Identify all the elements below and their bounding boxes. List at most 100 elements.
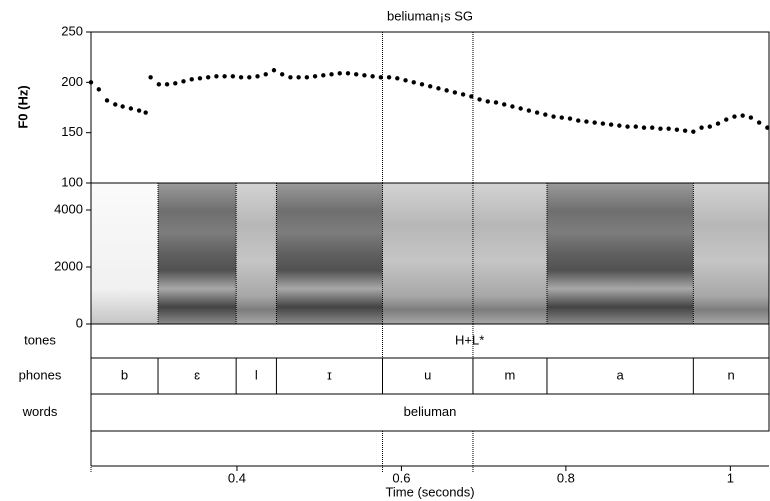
f0-point <box>148 75 153 80</box>
f0-point <box>156 82 162 87</box>
f0-point <box>502 102 507 107</box>
y-tick-label: 150 <box>61 124 83 139</box>
f0-point <box>551 114 556 119</box>
f0-point <box>650 125 655 130</box>
f0-point <box>271 68 277 73</box>
f0-point <box>411 80 416 85</box>
f0-point <box>345 71 351 76</box>
tier-row <box>90 323 770 359</box>
f0-point <box>608 122 614 127</box>
f0-point <box>756 120 762 125</box>
f0-point <box>666 126 671 131</box>
f0-point <box>444 88 449 93</box>
f0-point <box>715 121 721 126</box>
f0-point <box>136 108 142 113</box>
spectrogram-segment <box>693 183 769 324</box>
f0-point <box>748 115 754 120</box>
f0-point <box>88 80 94 85</box>
f0-point <box>104 98 110 103</box>
f0-point <box>337 71 342 76</box>
y-tick-label: 200 <box>61 74 83 89</box>
tier-name: words <box>22 404 58 419</box>
spectrogram-segment <box>91 183 159 324</box>
f0-point <box>403 78 408 83</box>
f0-point <box>534 110 540 115</box>
f0-point <box>263 72 268 77</box>
f0-point <box>419 82 425 87</box>
f0-point <box>143 110 148 115</box>
tier-name: phones <box>19 367 62 382</box>
f0-point <box>296 75 301 80</box>
f0-point <box>477 97 482 102</box>
f0-point <box>592 120 597 125</box>
y-tick-label: 4000 <box>54 201 83 216</box>
f0-point <box>395 76 400 81</box>
f0-point <box>181 79 186 84</box>
f0-point <box>321 73 326 78</box>
plot-area: 100 150 200 250 0 2000 4000 tones H+L* phones b ɛ l ɪ… <box>19 23 770 485</box>
f0-point <box>765 125 770 130</box>
f0-point <box>584 119 589 124</box>
interval-label: n <box>728 367 735 382</box>
f0-point <box>255 74 260 79</box>
f0-point <box>518 106 523 111</box>
f0-point <box>164 82 170 87</box>
spectrogram-segment <box>382 183 473 324</box>
f0-point <box>304 75 310 80</box>
interval-label: m <box>505 367 516 382</box>
spectrogram-segment <box>276 183 383 324</box>
f0-point <box>96 87 102 92</box>
f0-point <box>469 94 474 99</box>
f0-point <box>428 84 433 89</box>
f0-point <box>230 74 236 79</box>
f0-point <box>279 72 285 77</box>
f0-point <box>113 102 118 107</box>
f0-frame <box>90 31 770 184</box>
f0-point <box>353 72 359 77</box>
chart-title: beliuman¡s SG <box>387 8 473 23</box>
interval-label: l <box>255 367 258 382</box>
f0-point <box>197 76 203 81</box>
f0-point <box>732 114 737 119</box>
f0-point <box>707 124 712 129</box>
f0-point <box>691 129 696 134</box>
f0-point <box>658 126 663 131</box>
x-tick-label: 0.8 <box>557 470 575 485</box>
f0-point <box>120 104 125 109</box>
f0-point <box>436 86 441 91</box>
f0-point <box>617 123 622 128</box>
f0-point <box>699 125 704 130</box>
f0-point <box>682 128 688 133</box>
x-axis-label: Time (seconds) <box>385 484 474 499</box>
f0-point <box>485 99 490 104</box>
f0-point <box>205 75 211 80</box>
y-tick-label: 2000 <box>54 258 83 273</box>
y-axis-label: F0 (Hz) <box>15 85 30 128</box>
f0-point <box>386 75 392 80</box>
f0-point <box>576 118 581 123</box>
y-tick-label: 0 <box>76 315 83 330</box>
y-tick-label: 250 <box>61 23 83 38</box>
x-tick-label: 1 <box>727 470 734 485</box>
f0-point <box>633 124 638 129</box>
spectrogram-segment <box>158 183 237 324</box>
point-label: H+L* <box>455 332 484 347</box>
f0-point <box>128 106 134 111</box>
spectrogram-segment <box>236 183 277 324</box>
f0-point <box>641 125 647 130</box>
f0-point <box>559 115 564 120</box>
x-tick-label: 0.6 <box>392 470 410 485</box>
f0-point <box>510 104 515 109</box>
f0-point <box>173 81 178 86</box>
y-tick-label: 100 <box>61 174 83 189</box>
interval-label: b <box>121 367 128 382</box>
f0-point <box>238 75 244 80</box>
spectrogram-segment <box>472 183 547 324</box>
interval-label: a <box>617 367 625 382</box>
f0-point <box>452 90 458 95</box>
f0-point <box>740 113 745 118</box>
f0-point <box>370 74 375 79</box>
f0-point <box>674 127 680 132</box>
f0-point <box>189 77 194 82</box>
